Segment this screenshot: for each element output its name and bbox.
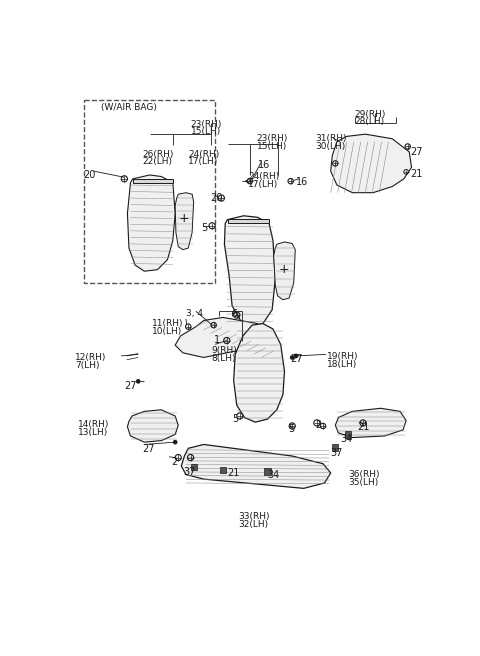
- Text: 31(RH): 31(RH): [315, 134, 347, 143]
- Text: 7(LH): 7(LH): [75, 361, 99, 369]
- Polygon shape: [127, 410, 178, 442]
- Text: 17(LH): 17(LH): [188, 157, 218, 166]
- Text: 36(RH): 36(RH): [348, 470, 380, 479]
- Text: 15(LH): 15(LH): [191, 127, 221, 136]
- Text: 26(RH): 26(RH): [142, 150, 173, 159]
- Text: 15(LH): 15(LH): [257, 142, 287, 151]
- Polygon shape: [225, 216, 275, 327]
- Text: 33(RH): 33(RH): [238, 512, 270, 522]
- Text: 12(RH): 12(RH): [75, 353, 107, 362]
- Text: 20: 20: [210, 193, 222, 203]
- Text: 29(RH): 29(RH): [355, 110, 386, 119]
- Bar: [220, 467, 226, 473]
- Text: 23(RH): 23(RH): [257, 134, 288, 143]
- Bar: [332, 445, 338, 451]
- Text: 5: 5: [232, 415, 239, 424]
- Text: 17(LH): 17(LH): [248, 180, 278, 188]
- Text: +: +: [179, 213, 190, 226]
- Text: 37: 37: [330, 447, 342, 457]
- Polygon shape: [234, 323, 285, 422]
- Text: 19(RH): 19(RH): [327, 352, 359, 361]
- Text: 20: 20: [83, 170, 95, 180]
- Text: 8(LH): 8(LH): [211, 354, 236, 363]
- Text: 27: 27: [410, 147, 422, 157]
- Text: 9(RH): 9(RH): [211, 346, 237, 355]
- Text: 28(LH): 28(LH): [355, 117, 384, 126]
- Polygon shape: [274, 242, 295, 300]
- Text: 13(LH): 13(LH): [78, 428, 108, 436]
- Text: 14(RH): 14(RH): [78, 420, 109, 429]
- Text: 21: 21: [410, 169, 422, 179]
- Bar: [191, 464, 197, 470]
- Text: 35(LH): 35(LH): [348, 478, 379, 487]
- Circle shape: [290, 355, 295, 359]
- Text: 34: 34: [341, 434, 353, 445]
- Text: 16: 16: [296, 177, 308, 187]
- Polygon shape: [127, 175, 175, 271]
- Polygon shape: [331, 134, 411, 193]
- Polygon shape: [181, 445, 331, 488]
- Text: 24(RH): 24(RH): [248, 172, 279, 181]
- Polygon shape: [133, 179, 173, 182]
- Text: 34: 34: [267, 470, 280, 480]
- Text: 27: 27: [291, 354, 303, 364]
- Text: 5: 5: [201, 222, 207, 233]
- Text: 18(LH): 18(LH): [327, 359, 357, 369]
- Circle shape: [136, 379, 141, 384]
- Text: 11(RH): 11(RH): [152, 319, 183, 328]
- Text: 37: 37: [183, 467, 195, 477]
- Polygon shape: [228, 219, 269, 224]
- Text: 27: 27: [142, 445, 155, 455]
- Bar: [345, 432, 351, 438]
- Text: 2: 2: [171, 457, 178, 467]
- Text: 1: 1: [215, 335, 220, 345]
- Text: 22(LH): 22(LH): [142, 157, 172, 166]
- Polygon shape: [175, 318, 265, 358]
- Polygon shape: [336, 408, 406, 438]
- Text: 30(LH): 30(LH): [315, 142, 346, 151]
- Circle shape: [294, 354, 299, 358]
- Bar: [264, 468, 271, 474]
- Circle shape: [173, 440, 178, 445]
- Text: 24(RH): 24(RH): [188, 150, 219, 159]
- Text: 10(LH): 10(LH): [152, 327, 182, 336]
- Text: 23(RH): 23(RH): [191, 119, 222, 129]
- Text: +: +: [278, 263, 289, 276]
- Text: 5: 5: [288, 424, 295, 434]
- Text: 32(LH): 32(LH): [238, 520, 268, 529]
- Polygon shape: [175, 193, 193, 250]
- Text: (W/AIR BAG): (W/AIR BAG): [101, 104, 157, 112]
- Text: 3, 4: 3, 4: [186, 309, 203, 318]
- Text: 21: 21: [227, 468, 239, 478]
- Text: 2: 2: [315, 420, 322, 430]
- Text: 21: 21: [358, 422, 370, 432]
- Text: 6: 6: [231, 309, 238, 319]
- Text: 27: 27: [124, 381, 137, 392]
- Text: 16: 16: [258, 159, 271, 169]
